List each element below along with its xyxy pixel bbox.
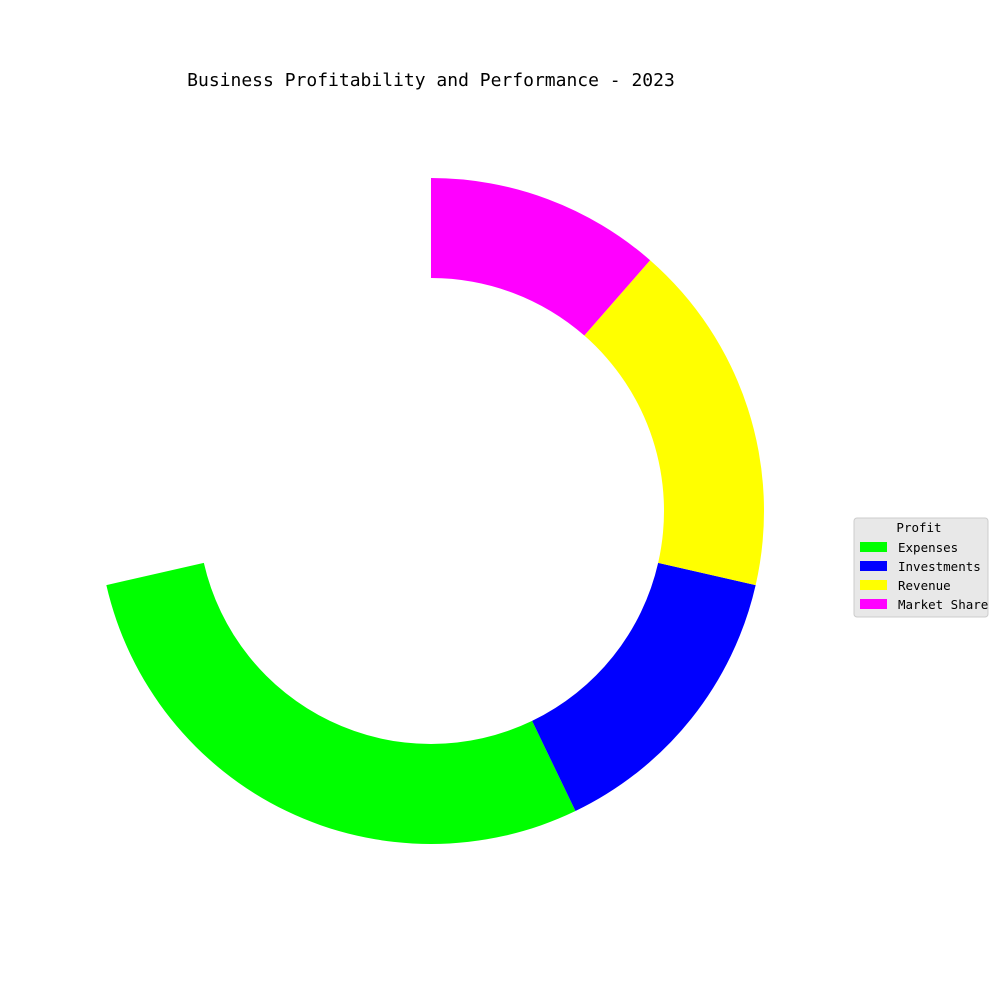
donut-slice-investments	[532, 562, 756, 812]
legend-frame	[853, 517, 989, 618]
legend-label-investments: Investments	[898, 559, 981, 574]
donut-slice-revenue	[584, 260, 764, 586]
legend-label-market-share: Market Share	[898, 597, 988, 612]
donut-slices	[98, 178, 764, 845]
chart-title: Business Profitability and Performance -…	[187, 70, 675, 91]
legend-swatch-market-share	[860, 599, 887, 609]
donut-slice-profit	[98, 178, 432, 586]
legend-label-expenses: Expenses	[898, 540, 958, 555]
donut-slice-market-share	[431, 178, 651, 336]
legend-swatch-expenses	[860, 542, 887, 552]
donut-slice-expenses	[106, 562, 576, 845]
chart-legend: Profit Expenses Investments Revenue Market …	[853, 517, 989, 618]
legend-title: Profit	[896, 520, 941, 535]
legend-swatch-investments	[860, 561, 887, 571]
legend-label-revenue: Revenue	[898, 578, 951, 593]
legend-swatch-revenue	[860, 580, 887, 590]
